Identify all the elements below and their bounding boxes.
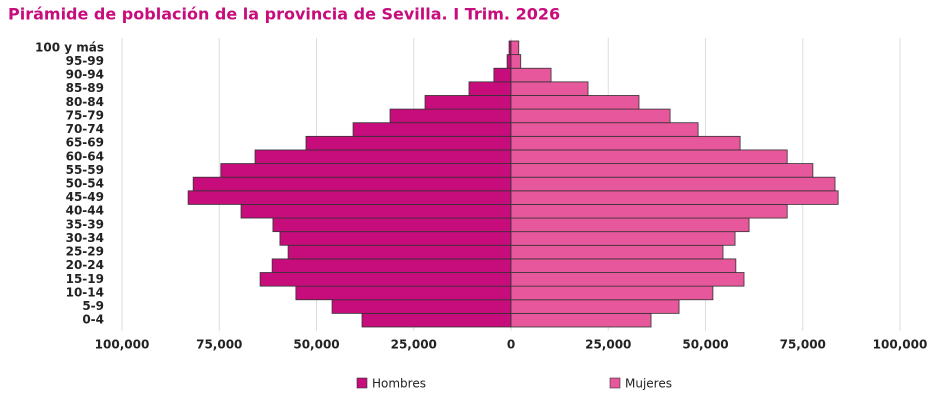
bar (271, 258, 512, 273)
y-tick-label: 75-79 (66, 108, 104, 122)
bar (510, 204, 788, 219)
bar (279, 231, 512, 246)
bar (287, 244, 512, 260)
bar (468, 81, 512, 96)
y-tick-label: 0-4 (82, 313, 104, 327)
y-tick-label: 85-89 (66, 81, 104, 95)
y-tick-label: 55-59 (66, 163, 104, 177)
bar (240, 204, 512, 219)
bar (510, 299, 680, 314)
bar (510, 135, 741, 151)
x-tick-label: 75,000 (780, 338, 826, 352)
y-tick-label: 65-69 (66, 136, 104, 150)
y-tick-label: 95-99 (66, 54, 104, 68)
bar (192, 176, 512, 192)
bar (510, 54, 522, 69)
y-tick-label: 25-29 (66, 245, 104, 259)
x-tick-label: 50,000 (293, 338, 339, 352)
y-tick-label: 60-64 (66, 149, 104, 163)
bar (510, 40, 520, 56)
y-tick-label: 90-94 (66, 68, 104, 82)
x-tick-label: 75,000 (196, 338, 242, 352)
bar (510, 285, 714, 301)
legend-label: Mujeres (625, 377, 672, 391)
bar (510, 231, 736, 246)
y-tick-label: 10-14 (66, 285, 104, 299)
y-tick-label: 20-24 (66, 258, 104, 272)
chart-title: Pirámide de población de la provincia de… (8, 5, 560, 24)
bar (510, 81, 589, 96)
y-tick-label: 45-49 (66, 190, 104, 204)
bar (510, 272, 745, 287)
bar (389, 108, 512, 124)
bar (510, 163, 814, 178)
bar (510, 312, 652, 328)
y-tick-label: 15-19 (66, 272, 104, 286)
bar (254, 149, 512, 164)
bar (510, 244, 724, 260)
y-tick-label: 30-34 (66, 231, 104, 245)
x-tick-label: 50,000 (682, 338, 728, 352)
bar (510, 108, 671, 124)
x-tick-label: 0 (507, 338, 515, 352)
bar (295, 285, 512, 301)
bar (352, 122, 512, 137)
bar (510, 67, 552, 83)
bar (510, 258, 737, 273)
bar (361, 312, 512, 328)
bar (510, 95, 640, 110)
x-tick-label: 100,000 (873, 338, 928, 352)
bar (506, 54, 512, 69)
bar (493, 67, 512, 83)
y-tick-label: 80-84 (66, 95, 104, 109)
bar (220, 163, 512, 178)
bar (510, 149, 788, 164)
bar (305, 135, 512, 151)
y-tick-label: 35-39 (66, 217, 104, 231)
bar (187, 190, 512, 205)
bar (259, 272, 512, 287)
legend-swatch (356, 377, 368, 389)
x-tick-label: 25,000 (391, 338, 437, 352)
x-tick-label: 100,000 (95, 338, 150, 352)
legend-label: Hombres (372, 377, 426, 391)
bar (510, 176, 836, 192)
y-tick-label: 70-74 (66, 122, 104, 136)
bar (510, 122, 699, 137)
x-tick-label: 25,000 (585, 338, 631, 352)
y-tick-label: 50-54 (66, 177, 104, 191)
y-tick-label: 5-9 (82, 299, 104, 313)
bar (272, 217, 512, 233)
legend-swatch (609, 377, 621, 389)
bar (510, 190, 839, 205)
bar (424, 95, 512, 110)
bar (331, 299, 512, 314)
bar (510, 217, 750, 233)
y-tick-label: 40-44 (66, 204, 104, 218)
y-tick-label: 100 y más (35, 40, 104, 54)
